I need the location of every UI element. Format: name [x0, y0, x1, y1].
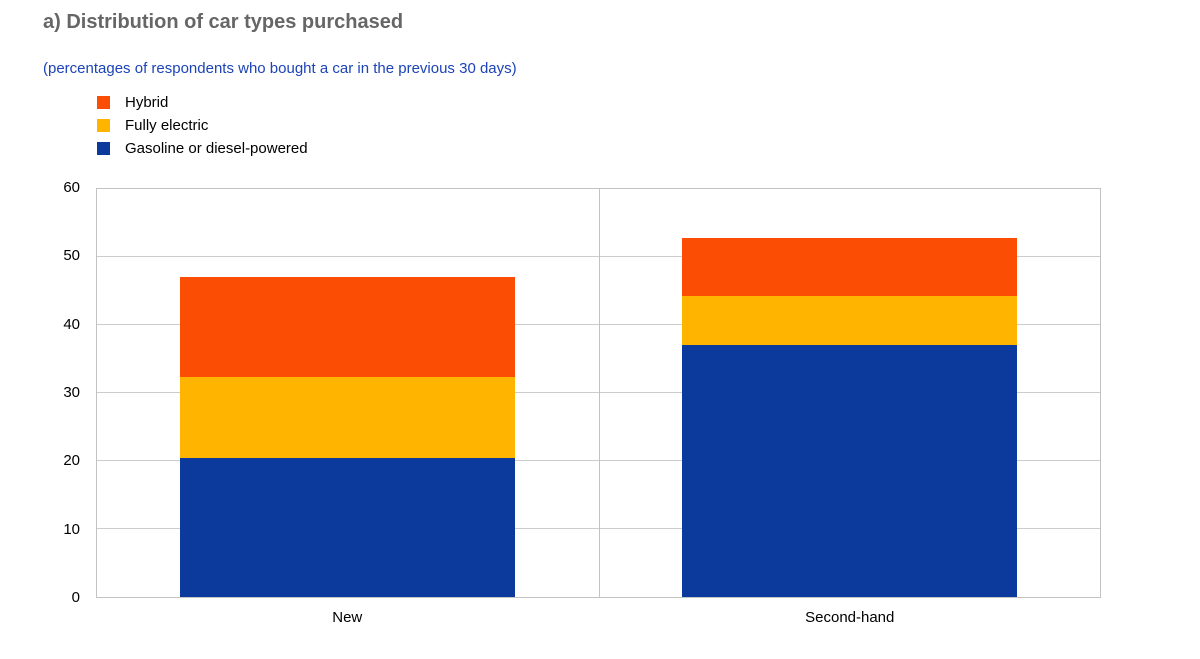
x-axis: New Second-hand [96, 599, 1101, 626]
y-tick-label: 50 [63, 247, 80, 265]
legend-item-gasoline-or-diesel-powered: Gasoline or diesel-powered [97, 137, 308, 160]
plot-area [96, 188, 1101, 598]
y-tick-label: 40 [63, 315, 80, 333]
bar-segment-second-hand-hybrid [681, 237, 1017, 297]
category-panel-new [97, 189, 599, 597]
bar-segment-new-hybrid [180, 276, 516, 377]
legend: Hybrid Fully electric Gasoline or diesel-p… [97, 91, 308, 160]
legend-label: Hybrid [125, 94, 169, 111]
bar-panels [97, 189, 1100, 597]
y-tick-label: 20 [63, 452, 80, 470]
legend-label: Fully electric [125, 117, 209, 134]
y-tick-label: 30 [63, 384, 80, 401]
legend-item-hybrid: Hybrid [97, 91, 308, 114]
stacked-bar-new [180, 189, 516, 597]
y-tick-label: 60 [63, 179, 80, 196]
bar-segment-second-hand-fully-electric [681, 296, 1017, 346]
y-tick-label: 10 [63, 520, 80, 538]
category-panel-second-hand [599, 189, 1101, 597]
bar-segment-new-fully-electric [180, 376, 516, 459]
x-tick-label-second-hand: Second-hand [805, 609, 895, 626]
bar-segment-second-hand-gasoline-or-diesel-powered [681, 345, 1017, 597]
x-tick-label-new: New [332, 609, 363, 626]
bar-segment-new-gasoline-or-diesel-powered [180, 458, 516, 597]
legend-swatch-hybrid [97, 96, 110, 109]
y-axis: 0 10 20 30 40 50 60 [0, 179, 80, 606]
panel-divider [598, 189, 600, 597]
stacked-bar-second-hand [681, 189, 1017, 597]
legend-swatch-gasoline-or-diesel-powered [97, 142, 110, 155]
y-tick-label: 0 [71, 589, 80, 606]
chart-title: a) Distribution of car types purchased [43, 11, 404, 33]
chart-subtitle: (percentages of respondents who bought a… [43, 60, 517, 77]
legend-swatch-fully-electric [97, 119, 110, 132]
legend-label: Gasoline or diesel-powered [125, 140, 308, 157]
legend-item-fully-electric: Fully electric [97, 114, 308, 137]
